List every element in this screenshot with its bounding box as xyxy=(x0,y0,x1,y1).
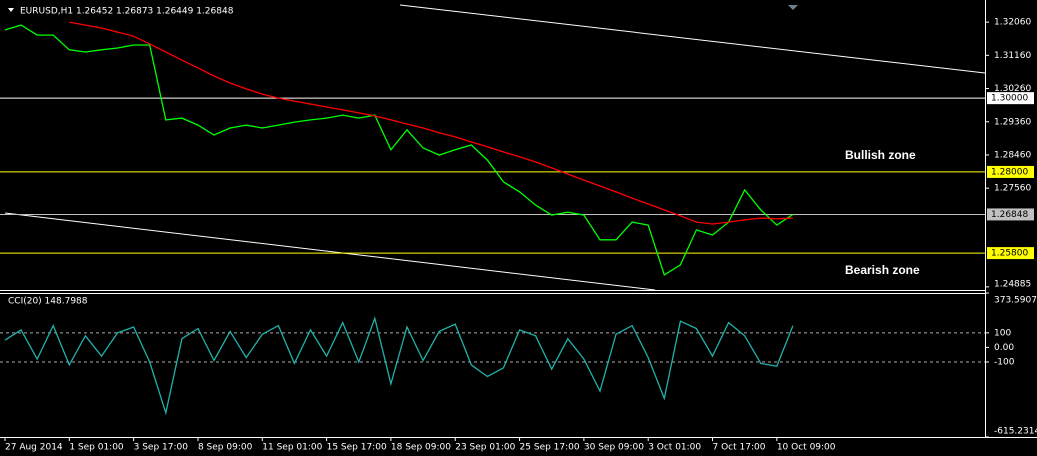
x-tick-label: 3 Oct 01:00 xyxy=(648,443,701,453)
trend-line xyxy=(4,212,656,291)
y-tick-label: 1.31160 xyxy=(994,51,1031,61)
x-tick-label: 3 Sep 17:00 xyxy=(134,443,189,453)
level-label-box xyxy=(987,92,1034,105)
indicator-title: CCI(20) 148.7988 xyxy=(8,297,88,307)
series-line xyxy=(4,24,794,276)
y-tick-label: 1.24885 xyxy=(994,280,1031,290)
x-tick-label: 8 Sep 09:00 xyxy=(198,443,253,453)
chart-title: EURUSD,H1 1.26452 1.26873 1.26449 1.2684… xyxy=(20,7,234,17)
y-tick-label: 1.29360 xyxy=(994,117,1031,127)
y-tick-label: -100 xyxy=(994,357,1015,367)
x-tick-label: 18 Sep 09:00 xyxy=(391,443,451,453)
level-label: 1.26848 xyxy=(991,210,1028,220)
y-tick-label: 1.30260 xyxy=(994,84,1031,94)
x-tick-label: 30 Sep 09:00 xyxy=(584,443,644,453)
y-tick-label: -615.2314 xyxy=(994,427,1037,437)
x-tick-label: 1 Sep 01:00 xyxy=(69,443,124,453)
trend-line xyxy=(399,4,986,74)
menu-arrow xyxy=(8,8,14,12)
y-tick-label: 1.28460 xyxy=(994,150,1031,160)
y-tick-label: 373.5907 xyxy=(994,296,1037,306)
y-tick-label: 100 xyxy=(994,328,1011,338)
x-tick-label: 23 Sep 01:00 xyxy=(455,443,515,453)
annotation: Bullish zone xyxy=(845,148,916,162)
annotation: Bearish zone xyxy=(845,263,920,277)
level-label-box xyxy=(987,165,1034,178)
x-tick-label: 7 Oct 17:00 xyxy=(713,443,766,453)
level-label: 1.30000 xyxy=(991,94,1028,104)
x-tick-label: 10 Oct 09:00 xyxy=(777,443,836,453)
shift-marker xyxy=(788,5,798,10)
level-label: 1.28000 xyxy=(991,167,1028,177)
x-tick-label: 15 Sep 17:00 xyxy=(327,443,387,453)
series-line xyxy=(69,21,793,225)
level-label: 1.25800 xyxy=(991,249,1028,259)
series-line xyxy=(4,316,794,416)
x-tick-label: 27 Aug 2014 xyxy=(5,443,63,453)
x-tick-label: 25 Sep 17:00 xyxy=(520,443,580,453)
y-tick-label: 1.32060 xyxy=(994,18,1031,28)
x-tick-label: 11 Sep 01:00 xyxy=(262,443,322,453)
level-label-box xyxy=(987,247,1034,260)
y-tick-label: 0.00 xyxy=(994,343,1014,353)
level-label-box xyxy=(987,208,1034,221)
y-tick-label: 1.27560 xyxy=(994,184,1031,194)
